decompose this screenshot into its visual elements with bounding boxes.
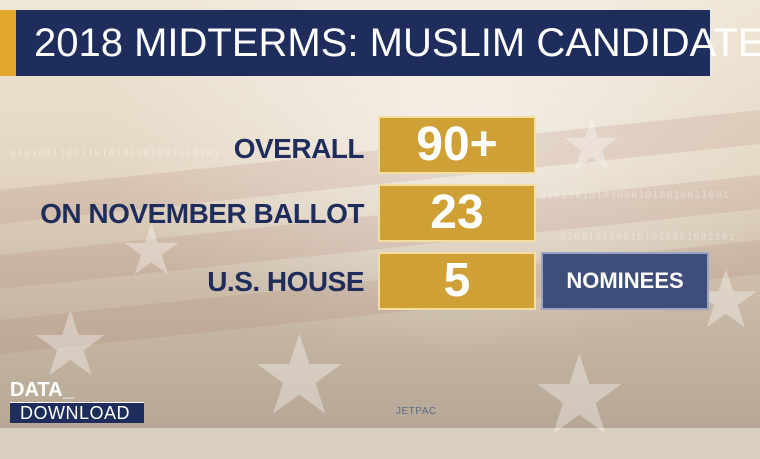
row-value-us-house: 5 (378, 252, 536, 310)
title-accent-bar (0, 10, 16, 76)
binary-texture: 010100101010001010010011001 (540, 190, 730, 201)
binary-texture: 010100110011010101001001110101 (10, 148, 221, 159)
star-icon: ★ (560, 104, 623, 186)
source-credit: JETPAC (396, 406, 437, 417)
row-label-us-house: U.S. HOUSE (207, 266, 364, 297)
row-label-overall: OVERALL (233, 133, 365, 164)
nominees-tag: NOMINEES (541, 252, 709, 310)
star-icon: ★ (250, 311, 349, 439)
star-icon: ★ (30, 292, 111, 397)
brand-line-download: DOWNLOAD (10, 402, 145, 423)
star-icon: ★ (530, 331, 629, 459)
binary-texture: 0100101100101010001001101 (560, 232, 736, 243)
star-icon: ★ (120, 209, 183, 291)
row-value-november-ballot: 23 (378, 184, 536, 242)
page-title: 2018 MIDTERMS: MUSLIM CANDIDATES (16, 10, 760, 76)
brand-line-data: DATA_ (10, 379, 74, 401)
row-value-overall: 90+ (378, 116, 536, 174)
row-label-november-ballot: ON NOVEMBER BALLOT (40, 198, 364, 229)
brand-logo: DATA_ DOWNLOAD (10, 379, 145, 423)
